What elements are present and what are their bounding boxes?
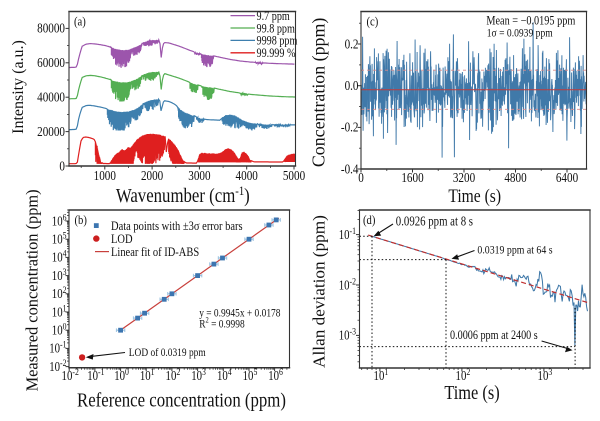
- svg-text:Linear fit of ID-ABS: Linear fit of ID-ABS: [111, 245, 199, 259]
- svg-text:99.8 ppm: 99.8 ppm: [257, 22, 296, 35]
- svg-text:2000: 2000: [141, 168, 163, 183]
- svg-text:(a): (a): [74, 13, 86, 28]
- svg-text:Intensity (a.u.): Intensity (a.u.): [10, 40, 27, 134]
- svg-text:Time (s): Time (s): [444, 382, 499, 405]
- svg-text:5000: 5000: [283, 168, 305, 183]
- svg-text:4000: 4000: [236, 168, 258, 183]
- svg-text:R2 = 0.9998: R2 = 0.9998: [199, 315, 244, 331]
- svg-text:0.2: 0.2: [345, 36, 359, 51]
- svg-text:-0.4: -0.4: [341, 161, 359, 176]
- svg-text:-0.2: -0.2: [341, 120, 359, 135]
- svg-text:0: 0: [59, 158, 65, 173]
- svg-text:9.7 ppm: 9.7 ppm: [257, 10, 290, 23]
- svg-text:Allan deviation (ppm): Allan deviation (ppm): [310, 215, 329, 368]
- svg-text:0.0: 0.0: [345, 78, 359, 93]
- svg-text:Data points with ±3σ error bar: Data points with ±3σ error bars: [111, 219, 243, 233]
- svg-text:LOD of 0.0319 ppm: LOD of 0.0319 ppm: [129, 347, 206, 359]
- svg-text:y = 0.9945x + 0.0178: y = 0.9945x + 0.0178: [199, 308, 280, 320]
- svg-text:6400: 6400: [556, 170, 578, 185]
- svg-text:3000: 3000: [188, 168, 210, 183]
- svg-text:Mean = −0.0195 ppm: Mean = −0.0195 ppm: [486, 14, 575, 27]
- svg-text:1600: 1600: [401, 170, 423, 185]
- svg-text:LOD: LOD: [111, 232, 133, 246]
- svg-text:4800: 4800: [504, 170, 526, 185]
- svg-text:(b): (b): [75, 212, 87, 227]
- svg-text:Reference concentration (ppm): Reference concentration (ppm): [77, 389, 286, 412]
- svg-text:Measured concentration (ppm): Measured concentration (ppm): [23, 189, 42, 391]
- svg-text:0.0319 ppm at 64 s: 0.0319 ppm at 64 s: [477, 244, 552, 257]
- svg-text:20000: 20000: [37, 124, 65, 139]
- svg-text:Wavenumber (cm-1): Wavenumber (cm-1): [116, 183, 250, 207]
- svg-text:3200: 3200: [453, 170, 475, 185]
- svg-text:40000: 40000: [37, 89, 65, 104]
- svg-text:99.999 %: 99.999 %: [257, 47, 296, 60]
- svg-text:0.0006 ppm at 2400 s: 0.0006 ppm at 2400 s: [450, 329, 538, 342]
- svg-text:Concentration (ppm): Concentration (ppm): [309, 18, 330, 168]
- svg-text:(d): (d): [363, 212, 375, 227]
- svg-text:(c): (c): [367, 13, 379, 28]
- svg-text:1000: 1000: [94, 168, 116, 183]
- svg-text:80000: 80000: [37, 21, 65, 36]
- svg-text:1σ = 0.0939 ppm: 1σ = 0.0939 ppm: [487, 26, 554, 39]
- svg-text:0.0926 ppm at 8 s: 0.0926 ppm at 8 s: [396, 213, 473, 228]
- svg-text:Time (s): Time (s): [448, 186, 501, 207]
- svg-text:60000: 60000: [37, 55, 65, 70]
- svg-text:0: 0: [358, 170, 364, 185]
- svg-text:9998 ppm: 9998 ppm: [257, 35, 298, 48]
